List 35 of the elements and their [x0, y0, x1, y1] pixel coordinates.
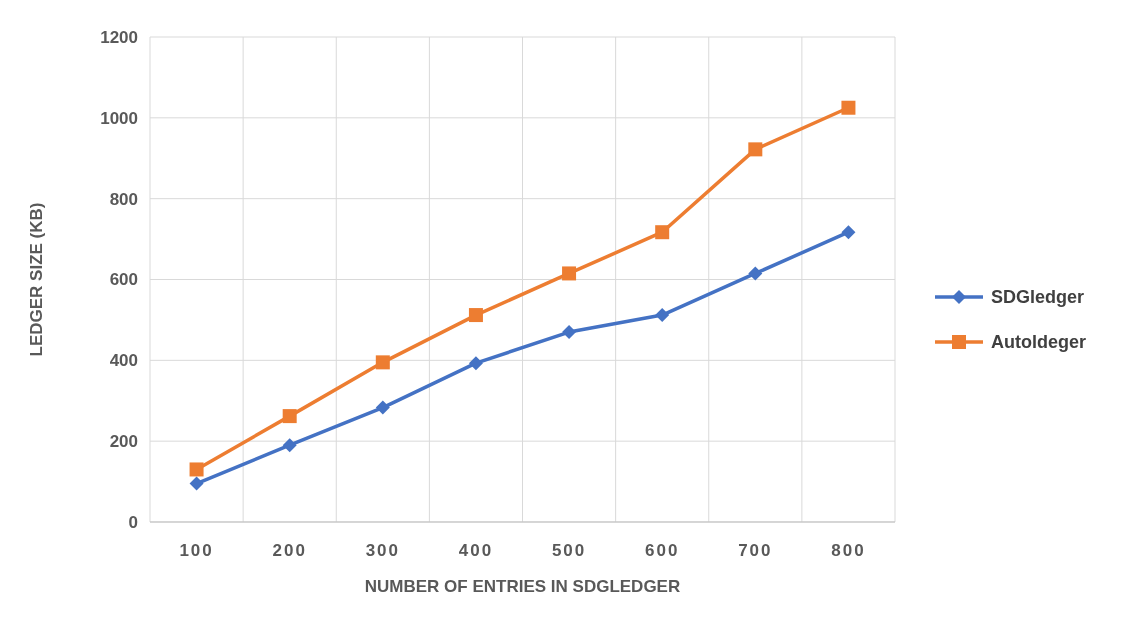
y-tick-label: 400: [109, 351, 138, 371]
point: [748, 266, 763, 281]
point: [375, 400, 390, 415]
point: [468, 308, 483, 323]
y-tick-label: 1000: [100, 108, 138, 128]
y-tick-label: 200: [109, 432, 138, 452]
x-tick-label: 600: [645, 541, 680, 560]
point: [562, 266, 577, 281]
point: [562, 325, 577, 340]
x-tick-label: 300: [365, 541, 400, 560]
point: [841, 225, 856, 240]
point: [282, 438, 297, 453]
point: [282, 409, 297, 424]
legend-label: Autoldeger: [991, 332, 1087, 353]
y-tick-label: 800: [109, 189, 138, 209]
x-tick-label: 500: [551, 541, 587, 560]
point: [655, 225, 670, 240]
point: [375, 355, 390, 370]
x-axis-title: NUMBER OF ENTRIES IN SDGLEDGER: [364, 577, 681, 596]
y-tick-label: 1200: [100, 27, 138, 47]
x-tick-label: 100: [179, 541, 214, 560]
point: [655, 308, 670, 323]
x-tick-label: 400: [458, 541, 494, 560]
point: [748, 142, 763, 157]
y-tick-label: 600: [109, 270, 138, 290]
y-tick-label: 0: [128, 512, 138, 532]
point: [841, 100, 856, 115]
x-tick-label: 200: [272, 541, 307, 560]
x-tick-label: 700: [738, 541, 773, 560]
point: [468, 356, 483, 371]
point: [189, 476, 204, 491]
y-axis-title: LEDGER SIZE (KB): [27, 202, 46, 357]
x-tick-label: 800: [831, 541, 866, 560]
point: [189, 462, 204, 477]
legend-label: SDGledger: [991, 287, 1085, 308]
